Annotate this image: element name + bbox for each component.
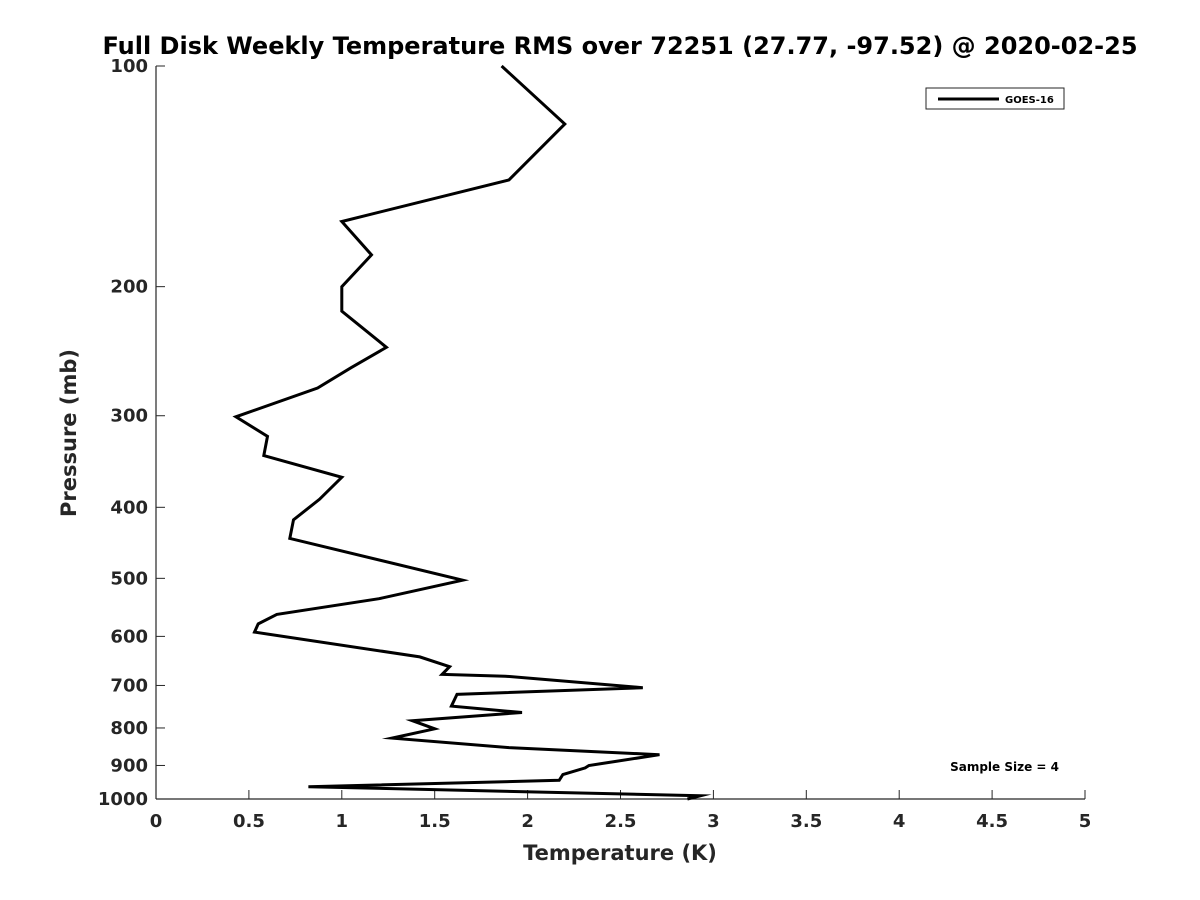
x-axis-label: Temperature (K) <box>523 841 717 865</box>
y-tick-label: 1000 <box>98 789 148 810</box>
legend: GOES-16 <box>925 87 1065 110</box>
y-tick-label: 400 <box>110 497 148 518</box>
chart-title: Full Disk Weekly Temperature RMS over 72… <box>102 32 1137 60</box>
series-line-goes-16 <box>232 64 712 801</box>
x-tick-label: 2.5 <box>605 811 637 832</box>
y-tick-label: 100 <box>110 56 148 77</box>
x-axis-ticks: 0 0.5 1 1.5 2 2.5 3 3.5 4 4.5 5 <box>150 790 1092 832</box>
x-tick-label: 3 <box>707 811 720 832</box>
x-tick-label: 3.5 <box>790 811 822 832</box>
y-tick-label: 300 <box>110 406 148 427</box>
x-tick-label: 5 <box>1079 811 1092 832</box>
x-tick-label: 4 <box>893 811 906 832</box>
y-tick-label: 900 <box>110 755 148 776</box>
y-tick-label: 800 <box>110 718 148 739</box>
y-axis-label: Pressure (mb) <box>57 349 81 517</box>
sample-size-annotation: Sample Size = 4 <box>950 760 1059 774</box>
y-tick-label: 200 <box>110 277 148 298</box>
y-axis-ticks: 100 200 300 400 500 600 700 800 900 1000 <box>98 56 165 810</box>
y-tick-label: 600 <box>110 626 148 647</box>
x-tick-label: 4.5 <box>976 811 1008 832</box>
series-layer <box>232 64 712 801</box>
legend-label-goes-16: GOES-16 <box>1005 95 1054 106</box>
y-tick-label: 500 <box>110 568 148 589</box>
x-tick-label: 1 <box>336 811 349 832</box>
y-tick-label: 700 <box>110 675 148 696</box>
x-tick-label: 0 <box>150 811 163 832</box>
x-tick-label: 2 <box>521 811 534 832</box>
x-tick-label: 1.5 <box>419 811 451 832</box>
x-tick-label: 0.5 <box>233 811 265 832</box>
